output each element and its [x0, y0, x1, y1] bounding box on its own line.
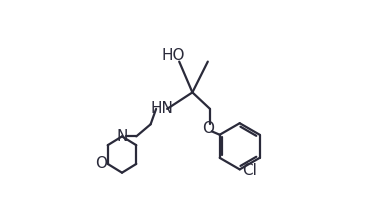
Text: N: N — [116, 129, 128, 144]
Text: HO: HO — [162, 48, 185, 63]
Text: HN: HN — [150, 101, 173, 116]
Text: O: O — [95, 156, 107, 171]
Text: Cl: Cl — [242, 163, 257, 178]
Text: O: O — [202, 121, 214, 136]
